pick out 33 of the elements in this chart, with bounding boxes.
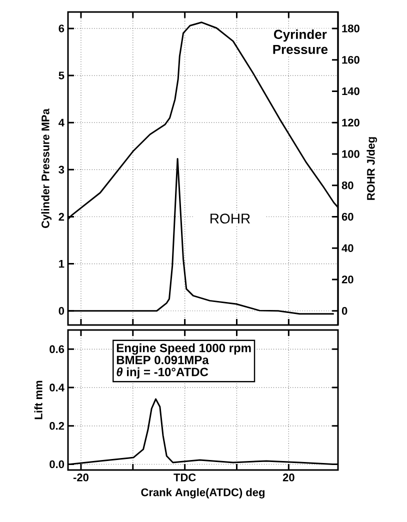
y2-tick-label: 40 <box>342 244 354 252</box>
y-tick-label: 0.0 <box>50 460 64 468</box>
annotation: BMEP 0.091MPa <box>116 356 209 364</box>
y-tick-label: 0.6 <box>50 345 64 354</box>
y2-tick-label: 180 <box>342 24 360 32</box>
x-tick-label: 20 <box>282 474 294 482</box>
y2-axis-title: ROHR J/deg <box>366 137 378 200</box>
annotation: Engine Speed 1000 rpm <box>116 343 251 355</box>
annotation: θ inj = -10°ATDC <box>116 367 208 379</box>
y-tick-label: 2 <box>58 212 64 221</box>
y-tick-label: 0.4 <box>50 384 64 392</box>
y-tick-label: 0.2 <box>50 422 64 430</box>
y-tick-label: 5 <box>58 72 64 80</box>
y-tick-label: 4 <box>58 118 64 126</box>
annotation: ROHR <box>210 214 250 224</box>
y2-tick-label: 160 <box>342 56 360 64</box>
y2-tick-label: 20 <box>342 276 354 284</box>
y2-tick-label: 140 <box>342 87 360 96</box>
y2-tick-label: 60 <box>342 212 354 221</box>
y-axis-title: Lift mm <box>34 380 42 420</box>
x-tick-label: -20 <box>73 474 88 482</box>
y-tick-label: 0 <box>58 306 64 315</box>
y-tick-label: 3 <box>58 166 64 174</box>
y-tick-label: 1 <box>59 260 64 268</box>
y-axis-title: Cylinder Pressure MPa <box>41 108 52 228</box>
y2-tick-label: 120 <box>342 118 360 126</box>
annotation: Cyrinder Pressure <box>273 29 328 54</box>
x-axis-title: Crank Angle(ATDC) deg <box>141 488 264 498</box>
y2-tick-label: 100 <box>342 150 360 158</box>
x-tick-label: TDC <box>174 474 196 482</box>
y-tick-label: 6 <box>58 24 64 32</box>
y2-tick-label: 80 <box>342 181 354 190</box>
y2-tick-label: 0 <box>342 306 348 315</box>
